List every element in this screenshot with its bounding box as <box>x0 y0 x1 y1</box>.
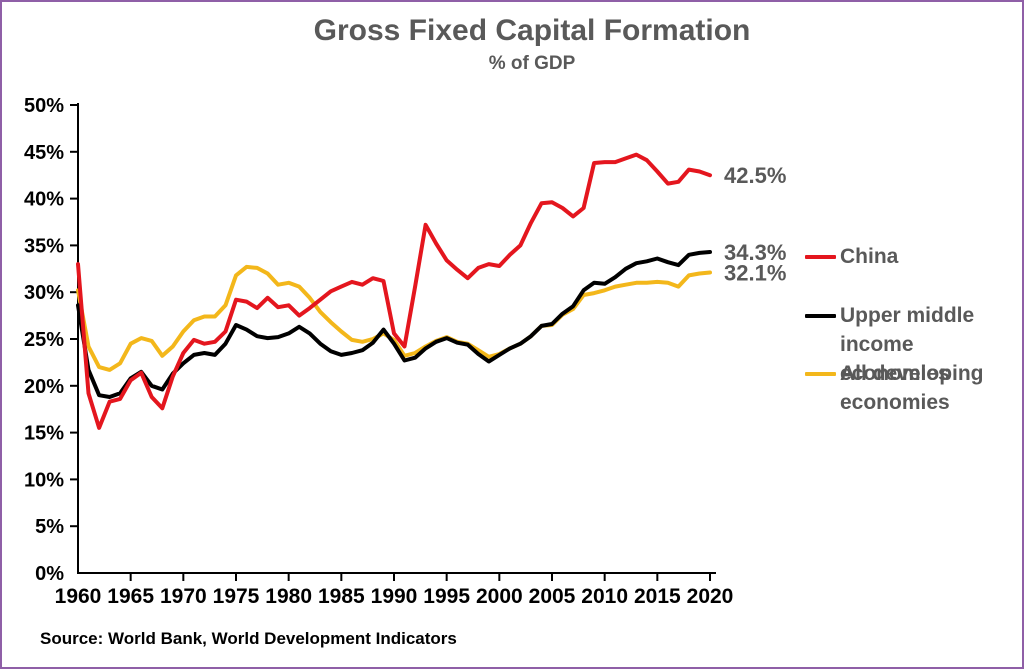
legend-label: economies <box>840 391 950 414</box>
axes <box>77 103 716 574</box>
series-line-upper-middle-income-economies <box>76 250 712 399</box>
x-tick-label: 2000 <box>476 585 523 608</box>
y-tick-label: 10% <box>24 469 64 491</box>
x-tick-label: 2005 <box>529 585 576 608</box>
legend-item-china: China <box>805 242 898 271</box>
y-tick-label: 0% <box>35 563 64 585</box>
x-tick-label: 1980 <box>265 585 312 608</box>
x-tick-label: 2015 <box>634 585 681 608</box>
legend-dash-upper-middle-icon <box>805 314 836 318</box>
y-tick-label: 15% <box>24 423 64 445</box>
legend-item-upper-middle-income: Upper middle income economies <box>805 301 1015 388</box>
y-tick-label: 20% <box>24 376 64 398</box>
series-line-china <box>76 152 712 430</box>
end-label-all-developing-economies: 32.1% <box>724 261 786 286</box>
x-tick-label: 1960 <box>55 585 102 608</box>
y-tick-label: 25% <box>24 329 64 351</box>
x-tick-label: 1985 <box>318 585 365 608</box>
legend-label: All developing <box>840 362 984 385</box>
chart-subtitle: % of GDP <box>488 53 576 74</box>
x-tick-label: 1965 <box>107 585 154 608</box>
end-label-china: 42.5% <box>724 163 786 188</box>
y-tick-label: 45% <box>24 142 64 164</box>
x-tick-label: 2010 <box>581 585 628 608</box>
legend-dash-all-developing-icon <box>805 372 836 376</box>
legend-label: Upper middle <box>840 304 975 327</box>
x-tick-label: 1995 <box>423 585 470 608</box>
legend-label: income economies <box>840 333 950 385</box>
legend-dash-china-icon <box>805 255 836 259</box>
y-tick-label: 5% <box>35 516 64 538</box>
end-label-upper-middle-income-economies: 34.3% <box>724 240 786 265</box>
x-tick-label: 1975 <box>213 585 260 608</box>
x-tick-label: 2020 <box>687 585 734 608</box>
chart-title: Gross Fixed Capital Formation <box>313 14 751 47</box>
plot-area: 0% 5% 10% 15% 20% 25% 30% 35% 40% 45% 50% 1960 1965 1… <box>24 95 786 608</box>
y-tick-label: 50% <box>24 95 64 117</box>
x-tick-label: 1970 <box>160 585 207 608</box>
source-note: Source: World Bank, World Development In… <box>40 629 457 648</box>
line-chart: 0% 5% 10% 15% 20% 25% 30% 35% 40% 45% 50% 1960 1965 1… <box>24 95 786 608</box>
legend-item-all-developing: All developing economies <box>805 359 984 417</box>
x-tick-label: 1990 <box>371 585 418 608</box>
legend-label: China <box>840 245 899 268</box>
y-tick-label: 35% <box>24 235 64 257</box>
y-tick-label: 30% <box>24 282 64 304</box>
y-tick-label: 40% <box>24 189 64 211</box>
series-line-all-developing-economies <box>76 264 712 372</box>
